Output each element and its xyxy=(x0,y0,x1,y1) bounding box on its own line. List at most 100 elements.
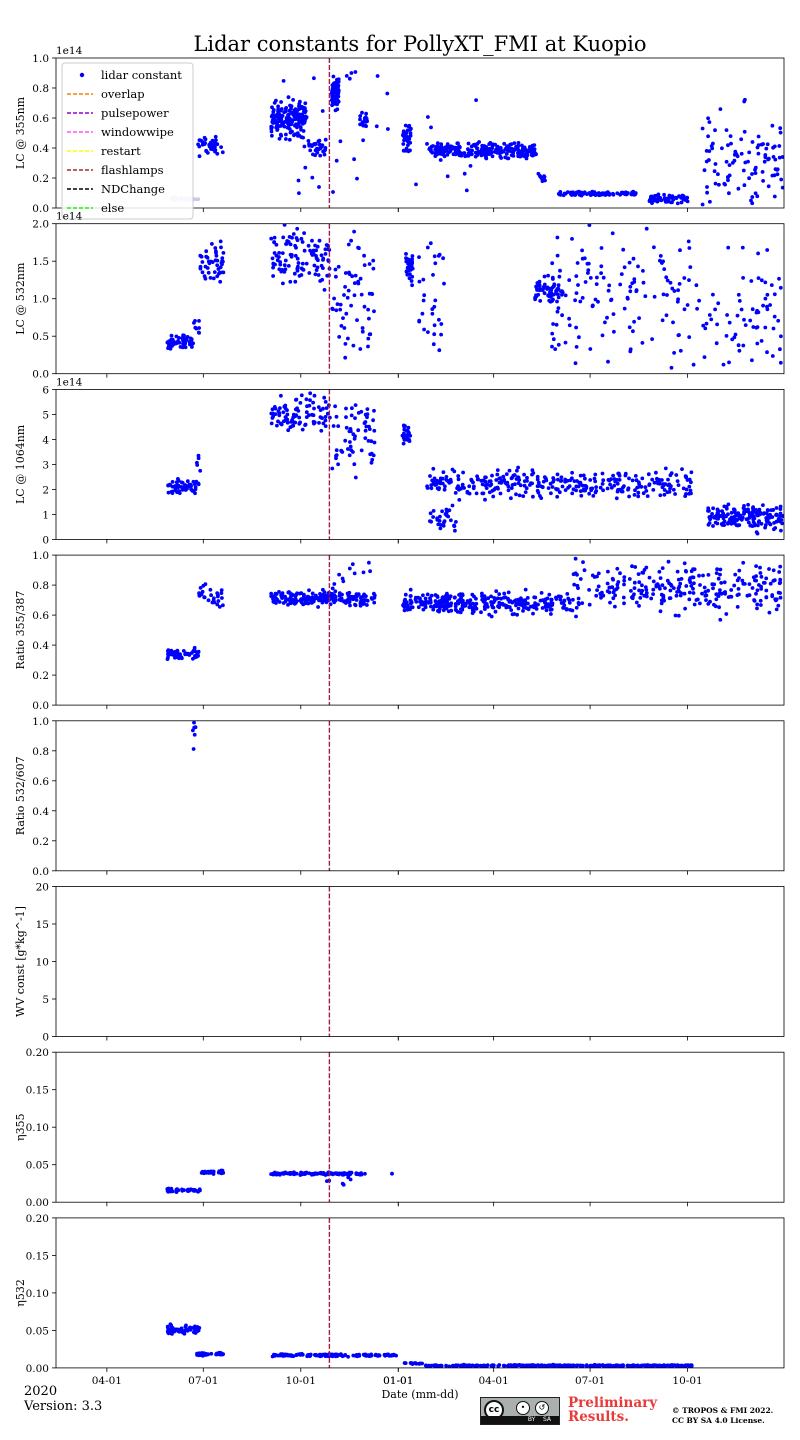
data-point xyxy=(191,656,195,661)
data-point xyxy=(487,142,492,147)
data-point xyxy=(714,515,719,519)
data-point xyxy=(621,247,626,252)
data-point xyxy=(303,101,308,106)
data-point xyxy=(283,107,288,111)
data-point xyxy=(365,407,370,411)
data-point xyxy=(170,480,175,484)
data-point xyxy=(320,109,325,113)
data-point xyxy=(408,148,412,153)
data-point xyxy=(632,592,636,597)
data-point xyxy=(739,307,744,312)
data-point xyxy=(316,605,320,609)
data-point xyxy=(165,1324,170,1329)
data-point xyxy=(276,419,280,424)
data-point xyxy=(554,291,559,296)
data-point xyxy=(673,492,677,496)
data-point xyxy=(641,280,646,285)
data-point xyxy=(491,600,496,605)
data-point xyxy=(298,401,303,405)
data-point xyxy=(220,259,225,263)
data-point xyxy=(323,252,328,256)
data-point xyxy=(587,588,591,592)
data-point xyxy=(408,140,413,145)
data-point xyxy=(369,1353,374,1358)
data-point xyxy=(273,119,278,124)
data-point xyxy=(654,470,658,475)
data-point xyxy=(480,591,484,596)
data-point xyxy=(637,588,641,593)
data-point xyxy=(386,127,390,131)
data-point xyxy=(273,262,277,267)
y-tick-label: 0.00 xyxy=(26,1197,49,1209)
data-point xyxy=(188,1325,193,1330)
data-point xyxy=(536,171,541,176)
data-point xyxy=(530,481,534,486)
data-point xyxy=(487,146,492,151)
data-point xyxy=(349,413,354,418)
data-point xyxy=(720,146,724,151)
data-point xyxy=(607,191,611,196)
data-point xyxy=(726,512,730,517)
data-point xyxy=(715,322,719,327)
data-point xyxy=(349,238,353,243)
axis-offset-label: 1e14 xyxy=(56,376,83,388)
data-point xyxy=(605,1363,609,1368)
data-point xyxy=(369,439,374,444)
data-point xyxy=(213,246,218,250)
data-point xyxy=(655,582,660,587)
data-point xyxy=(751,325,756,329)
data-point xyxy=(627,577,632,581)
data-point xyxy=(490,154,495,159)
data-point xyxy=(417,1361,421,1366)
data-point xyxy=(564,607,569,612)
data-point xyxy=(218,279,223,284)
data-point xyxy=(431,273,435,277)
data-point xyxy=(627,476,631,481)
data-point xyxy=(731,507,736,512)
data-point xyxy=(206,1352,211,1357)
data-point xyxy=(274,98,278,103)
data-point xyxy=(360,326,365,330)
data-point xyxy=(546,293,550,298)
data-point xyxy=(191,1325,196,1330)
data-point xyxy=(172,1328,177,1332)
data-point xyxy=(443,512,448,516)
data-point xyxy=(167,652,172,657)
data-point xyxy=(755,602,760,607)
data-point xyxy=(561,600,566,604)
data-point xyxy=(479,610,483,615)
data-point xyxy=(775,513,779,517)
data-point xyxy=(756,276,761,280)
data-point xyxy=(571,597,575,602)
data-point xyxy=(558,192,563,197)
data-point xyxy=(506,484,511,489)
data-point xyxy=(754,564,758,568)
data-point xyxy=(347,429,352,434)
data-point xyxy=(750,172,754,176)
data-point xyxy=(191,728,195,733)
data-point xyxy=(334,448,339,453)
data-point xyxy=(621,595,626,600)
data-point xyxy=(298,420,302,425)
data-point xyxy=(353,273,358,278)
data-point xyxy=(288,279,293,284)
data-points xyxy=(166,391,784,536)
data-point xyxy=(439,148,444,153)
data-point xyxy=(543,1364,547,1368)
data-point xyxy=(716,576,721,581)
data-point xyxy=(477,150,482,155)
data-point xyxy=(279,593,283,597)
data-point xyxy=(710,512,714,516)
data-point xyxy=(437,480,441,485)
y-axis-label: LC @ 355nm xyxy=(14,96,27,169)
data-point xyxy=(502,591,507,596)
data-point xyxy=(194,197,199,202)
data-point xyxy=(408,133,413,138)
data-point xyxy=(687,597,692,602)
data-point xyxy=(504,472,509,476)
data-point xyxy=(587,602,592,607)
data-point xyxy=(452,469,457,474)
data-point xyxy=(497,151,502,156)
